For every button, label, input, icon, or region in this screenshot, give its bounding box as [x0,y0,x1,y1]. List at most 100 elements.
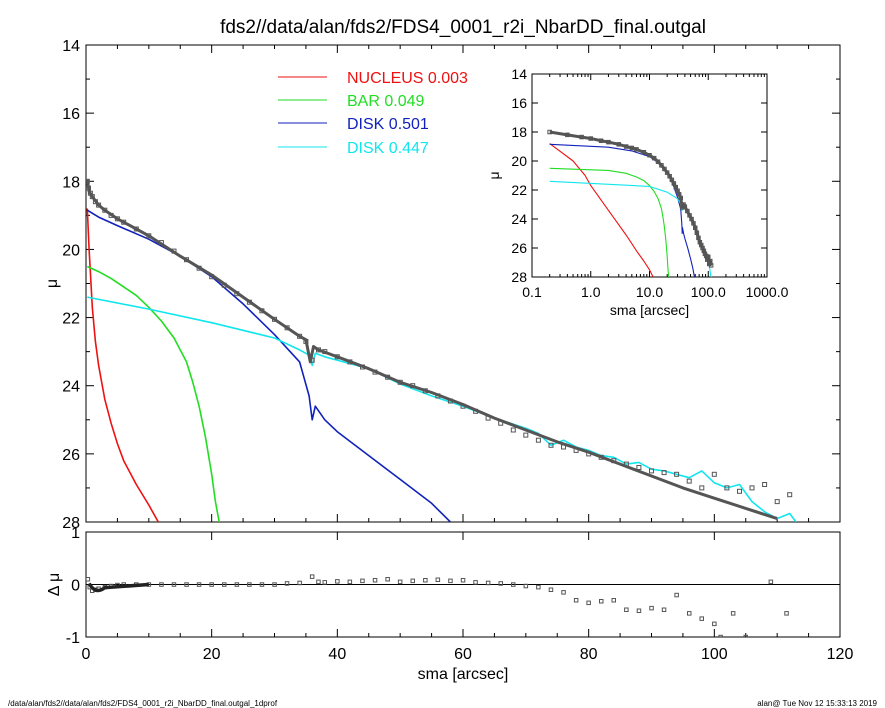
residual-point [687,611,692,616]
inset-x-tick-label: 10.0 [636,284,663,300]
residual-y-tick-label: -1 [66,630,80,647]
residual-point [699,616,704,621]
main-y-tick-label: 20 [62,242,80,259]
inset-y-tick-label: 16 [511,95,527,111]
main-observed-point [636,465,642,470]
inset-series-line-disk-2 [549,143,695,277]
main-y-tick-label: 26 [62,447,80,464]
residual-point [410,578,415,584]
residual-point [184,582,189,587]
inset-x-tick-label: 1.0 [581,284,601,300]
residual-point [768,579,774,585]
residual-point [385,577,390,582]
residual-point [712,621,717,627]
residual-point [335,579,340,584]
residual-x-tick-label: 0 [82,646,91,663]
main-observed-point [548,442,554,448]
residual-point [309,574,315,579]
inset-x-axis-label: sma [arcsec] [610,302,689,318]
residual-point [599,599,604,604]
residual-x-tick-label: 100 [701,646,728,663]
main-y-axis-label: μ [44,279,61,288]
residual-point [171,582,177,587]
inset-y-tick-label: 24 [511,211,527,227]
residual-point [222,582,227,587]
residual-point [86,577,91,582]
main-profile-panel: 14 16 18 20 22 24 26 28 μ [44,38,841,532]
residual-point [498,581,503,586]
residual-point [322,580,327,585]
residual-point [611,598,616,603]
residual-point [234,582,240,587]
main-series-line-disk-2 [86,209,451,522]
residual-point [661,607,667,612]
inset-model-total-line [549,130,713,266]
residual-y-axis-label: Δ μ [46,573,63,596]
residual-point [297,580,302,586]
inset-x-tick-label: 100.0 [691,284,726,300]
footer-timestamp: alan@ Tue Nov 12 15:33:13 2019 [757,699,877,708]
residual-point [536,584,541,590]
residual-x-tick-label: 20 [203,646,221,663]
main-observed-point [737,488,742,494]
residual-point [485,580,491,586]
residual-point [718,634,723,637]
main-model-total-line [86,179,778,521]
residual-point [209,582,214,587]
residual-point [159,582,164,587]
main-y-tick-label: 24 [62,379,80,396]
main-observed-point [661,470,667,476]
residual-point [784,611,789,616]
residual-point [548,587,554,592]
residual-point [743,634,748,637]
residual-y-tick-label: 1 [71,525,80,542]
legend-label-1: BAR 0.049 [347,93,424,110]
residual-x-axis-label: sma [arcsec] [418,666,509,683]
residual-point [473,580,478,585]
residual-point [247,582,252,587]
figure-title: fds2//data/alan/fds2/FDS4_0001_r2i_NbarD… [220,17,706,38]
legend: NUCLEUS 0.003 BAR 0.049 DISK 0.501 DISK 0.4… [278,70,468,157]
inset-series-line-nucleus-0 [549,143,654,277]
main-y-tick-label: 22 [62,311,80,328]
main-observed-point [787,492,793,498]
inset-y-tick-label: 20 [511,153,527,169]
inset-y-tick-label: 26 [511,240,527,256]
legend-label-3: DISK 0.447 [347,140,429,157]
residual-point [730,611,736,616]
residual-point [448,578,453,584]
main-observed-point [774,499,780,505]
residual-point [397,579,403,585]
main-observed-point [674,471,680,477]
residual-point [573,598,579,603]
main-y-tick-label: 16 [62,106,80,123]
main-series-line-nucleus-0 [86,208,159,522]
legend-label-0: NUCLEUS 0.003 [347,70,468,87]
inset-y-tick-label: 28 [511,269,527,285]
inset-y-axis-label: μ [486,171,502,179]
inset-series-line-bar-1 [549,167,670,277]
inset-y-tick-label: 14 [511,66,527,82]
inset-x-tick-label: 0.1 [522,284,542,300]
residual-point [372,578,378,583]
main-y-tick-label: 14 [62,38,80,55]
main-observed-point [699,485,705,491]
residual-inner-dense-trace [87,582,149,593]
main-observed-point [711,471,717,477]
main-observed-point [724,485,730,491]
residual-point [284,581,290,586]
residual-point [674,592,679,598]
residual-x-tick-label: 80 [580,646,598,663]
legend-label-2: DISK 0.501 [347,116,429,133]
main-series-line-bar-1 [86,265,220,522]
main-observed-point [649,468,654,474]
residual-x-tick-label: 60 [454,646,472,663]
residual-point [259,582,265,587]
residual-point [511,582,516,587]
residual-point [196,582,202,587]
residual-x-tick-label: 120 [827,646,854,663]
footer-path: /data/alan/fds2//data/alan/fds2/FDS4_000… [8,699,278,708]
main-y-tick-label: 18 [62,174,80,191]
